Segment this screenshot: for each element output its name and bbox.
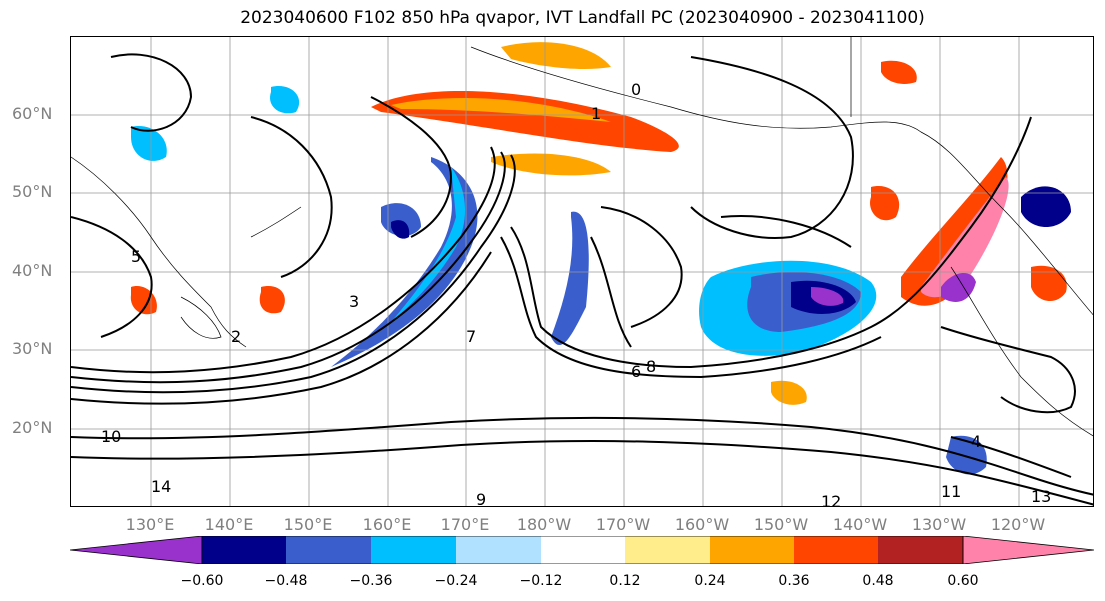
colorbar <box>69 535 1095 565</box>
colorbar-segment-7 <box>710 536 794 564</box>
colorbar-segment-0 <box>69 535 203 565</box>
svg-text:8: 8 <box>646 357 656 376</box>
colorbar-segment-5 <box>541 536 625 564</box>
lon-label-140e: 140°E <box>204 515 254 534</box>
lon-label-130e: 130°E <box>125 515 175 534</box>
colorbar-tick-6: 0.24 <box>694 573 726 589</box>
colorbar-segment-9 <box>878 536 963 564</box>
colorbar-tick-1: −0.48 <box>264 573 308 589</box>
qvapor-shading <box>130 42 1071 475</box>
lon-label-120w: 120°W <box>990 515 1046 534</box>
colorbar-tick-7: 0.36 <box>778 573 810 589</box>
colorbar-segment-4 <box>456 536 541 564</box>
colorbar-segment-3 <box>371 536 456 564</box>
svg-text:10: 10 <box>101 427 121 446</box>
map-panel: 0 1 2 3 5 6 8 10 11 12 13 14 4 9 7 <box>70 36 1094 507</box>
lon-label-160w: 160°W <box>674 515 730 534</box>
colorbar-tick-3: −0.24 <box>434 573 478 589</box>
svg-text:0: 0 <box>631 80 641 99</box>
colorbar-segment-8 <box>794 536 878 564</box>
contour-labels: 0 1 2 3 5 6 8 10 11 12 13 14 4 9 7 <box>101 80 1051 507</box>
lon-label-180w: 180°W <box>516 515 572 534</box>
lon-label-170w: 170°W <box>595 515 651 534</box>
lon-label-160e: 160°E <box>362 515 412 534</box>
svg-text:1: 1 <box>591 104 601 123</box>
colorbar-tick-5: 0.12 <box>609 573 641 589</box>
colorbar-segment-2 <box>286 536 371 564</box>
svg-text:14: 14 <box>151 477 171 496</box>
svg-text:2: 2 <box>231 327 241 346</box>
colorbar-tick-4: −0.12 <box>519 573 563 589</box>
lon-label-150w: 150°W <box>753 515 809 534</box>
lat-label-20n: 20°N <box>12 418 53 437</box>
colorbar-tick-9: 0.60 <box>947 573 979 589</box>
colorbar-segment-1 <box>202 536 286 564</box>
svg-text:13: 13 <box>1031 487 1051 506</box>
svg-text:11: 11 <box>941 482 961 501</box>
colorbar-segment-6 <box>625 536 710 564</box>
colorbar-tick-0: −0.60 <box>180 573 224 589</box>
svg-text:12: 12 <box>821 492 841 507</box>
map-canvas: 0 1 2 3 5 6 8 10 11 12 13 14 4 9 7 <box>71 37 1093 507</box>
lon-label-130w: 130°W <box>911 515 967 534</box>
lon-label-140w: 140°W <box>832 515 888 534</box>
colorbar-tick-2: −0.36 <box>349 573 393 589</box>
lon-label-150e: 150°E <box>283 515 333 534</box>
map-title: 2023040600 F102 850 hPa qvapor, IVT Land… <box>240 8 925 28</box>
svg-text:6: 6 <box>631 362 641 381</box>
svg-text:5: 5 <box>131 247 141 266</box>
colorbar-tick-8: 0.48 <box>862 573 894 589</box>
ivt-contours <box>71 53 1093 506</box>
svg-text:4: 4 <box>971 432 981 451</box>
lon-label-170e: 170°E <box>440 515 490 534</box>
lat-label-60n: 60°N <box>12 104 53 123</box>
svg-text:9: 9 <box>476 490 486 507</box>
svg-text:3: 3 <box>349 292 359 311</box>
svg-text:7: 7 <box>466 327 476 346</box>
lat-label-40n: 40°N <box>12 261 53 280</box>
coastlines <box>71 37 1093 437</box>
lat-label-30n: 30°N <box>12 339 53 358</box>
lat-label-50n: 50°N <box>12 182 53 201</box>
colorbar-segment-10 <box>962 535 1095 565</box>
